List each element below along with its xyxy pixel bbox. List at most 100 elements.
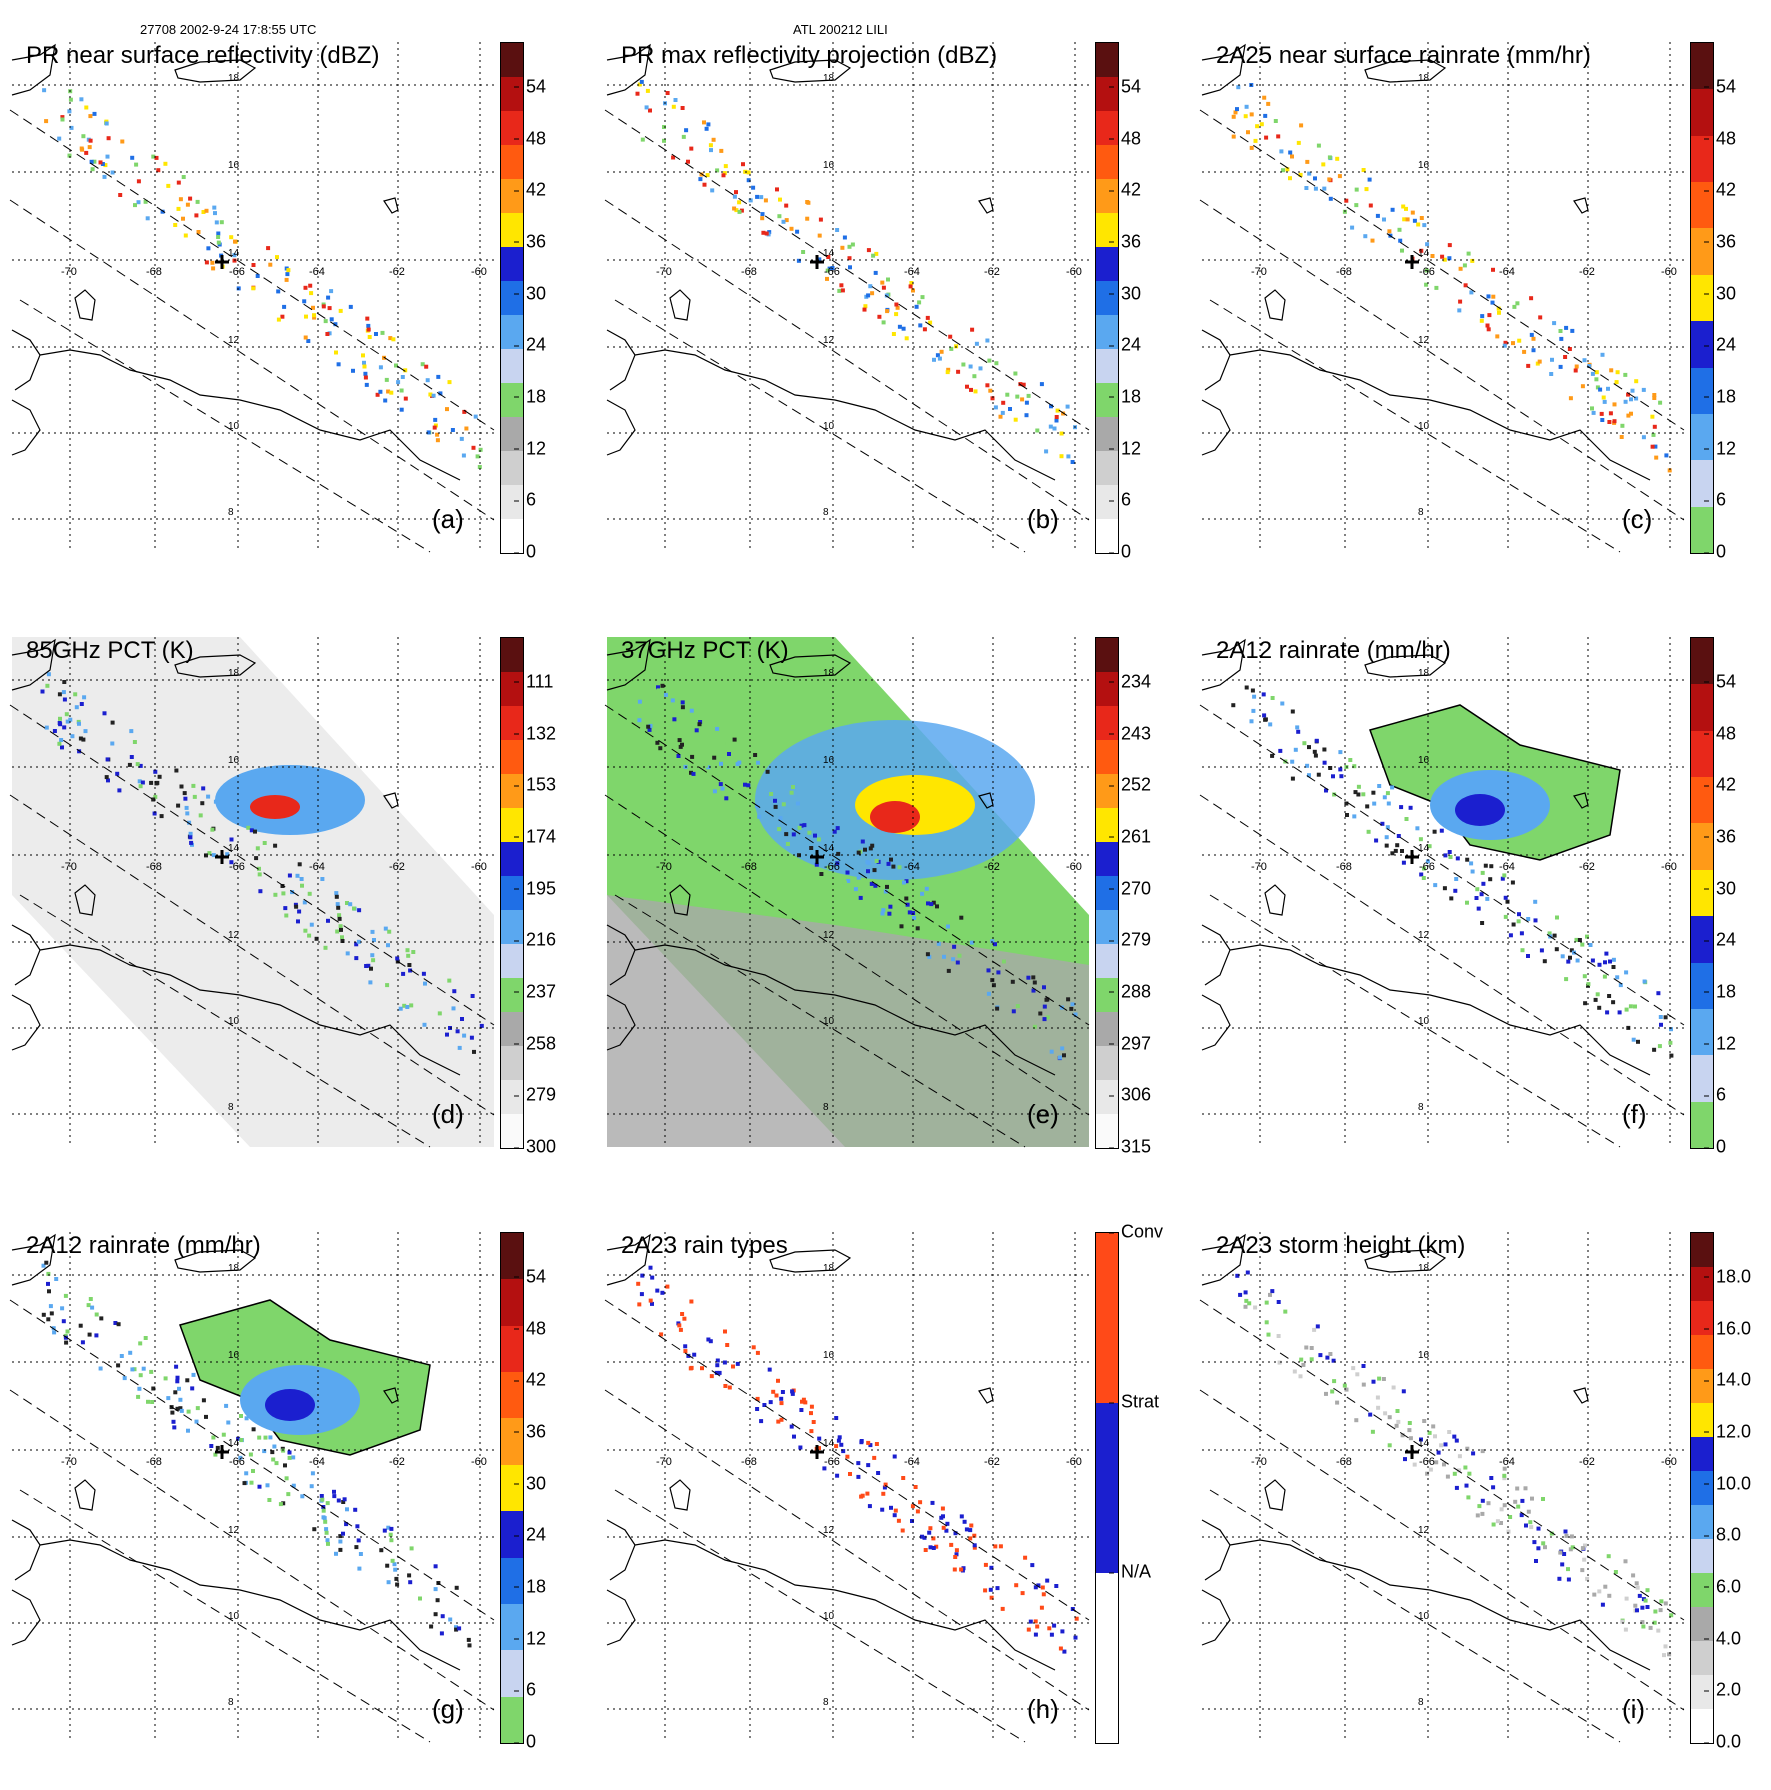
- rain-pixel: [845, 1454, 850, 1459]
- rain-pixel: [1549, 372, 1554, 376]
- rain-pixel: [1290, 759, 1295, 764]
- coastline: [1573, 792, 1589, 809]
- rain-pixel: [1342, 1383, 1347, 1388]
- rain-pixel: [779, 1417, 784, 1422]
- rain-pixel: [140, 780, 145, 785]
- colorbar-tick-label: 0: [1716, 541, 1727, 562]
- rain-pixel: [371, 958, 376, 963]
- rain-pixel: [409, 1546, 414, 1551]
- rain-pixel: [857, 887, 862, 892]
- colorbar-tick-label: 6: [526, 489, 537, 510]
- colorbar-tick: 6.0: [1703, 1576, 1741, 1597]
- rain-pixel: [255, 274, 260, 278]
- coastline: [606, 638, 651, 691]
- rain-pixel: [765, 769, 770, 774]
- panel-b: 18 16 14 12 10 8 -70 -68 -66 -64 -62 -60 PR max refl…: [595, 0, 1185, 600]
- rain-pixel: [961, 1566, 966, 1571]
- rain-pixel: [881, 320, 886, 325]
- rain-pixel: [287, 1450, 292, 1455]
- lat-label: 18: [823, 1263, 835, 1274]
- rain-pixel: [216, 231, 221, 236]
- colorbar-tick: 54: [1703, 76, 1736, 97]
- colorbar-segment: [501, 1511, 523, 1558]
- colorbar-segment: [1096, 1012, 1118, 1046]
- rain-pixel: [741, 162, 745, 167]
- colorbar-tick: 30: [1703, 878, 1736, 899]
- rain-pixel: [303, 285, 308, 290]
- rain-pixel: [421, 971, 426, 976]
- rain-pixel: [1047, 1626, 1052, 1631]
- rain-pixel: [1569, 1534, 1574, 1539]
- colorbar-tick-label: 270: [1121, 878, 1152, 899]
- rain-pixel: [1479, 892, 1484, 897]
- rain-pixel: [941, 1525, 946, 1530]
- rain-pixel: [179, 1408, 184, 1413]
- rain-pixel: [1562, 1552, 1567, 1556]
- rain-pixel: [1607, 420, 1612, 424]
- coastline: [606, 1589, 636, 1646]
- rain-pixel: [361, 353, 365, 358]
- rain-pixel: [931, 900, 936, 905]
- coastline: [11, 1233, 56, 1286]
- rain-pixel: [702, 182, 707, 187]
- colorbar-tick-label: 2.0: [1716, 1679, 1742, 1700]
- rain-pixel: [1529, 1525, 1534, 1530]
- rain-pixel: [464, 426, 469, 431]
- rain-pixel: [403, 396, 408, 401]
- rain-pixel: [955, 960, 960, 965]
- rain-pixel: [1263, 717, 1268, 722]
- rain-pixel: [1396, 834, 1401, 838]
- rain-pixel: [923, 1548, 928, 1552]
- rain-pixel: [1408, 1436, 1413, 1441]
- rain-pixel: [1612, 419, 1617, 424]
- pct-field: [12, 637, 494, 1147]
- rain-pixel: [722, 171, 727, 176]
- rain-pixel: [805, 216, 810, 221]
- rain-pixel: [1296, 729, 1301, 734]
- rain-pixel: [1442, 257, 1447, 262]
- rain-pixel: [248, 1452, 253, 1457]
- rain-pixel: [1614, 380, 1619, 385]
- colorbar-segment: [1096, 706, 1118, 740]
- coastline: [669, 1479, 691, 1511]
- lat-label: 12: [228, 930, 240, 941]
- rain-pixel: [743, 782, 747, 787]
- rain-pixel: [1412, 218, 1417, 223]
- rain-pixel: [680, 106, 685, 110]
- rain-pixel: [242, 1481, 247, 1486]
- rain-pixel: [389, 1526, 394, 1531]
- rain-pixel: [185, 202, 190, 207]
- rain-pixel: [1352, 814, 1357, 819]
- rain-pixel: [663, 692, 668, 697]
- rain-pixel: [648, 108, 652, 113]
- rain-pixel: [1611, 1000, 1616, 1005]
- rain-pixel: [221, 1432, 226, 1437]
- panel-label: (c): [1622, 504, 1653, 534]
- rain-pixel: [1597, 962, 1602, 967]
- rain-pixel: [172, 1425, 177, 1430]
- rain-pixel: [660, 683, 665, 688]
- colorbar-segment: [501, 1279, 523, 1326]
- rain-pixel: [204, 260, 209, 265]
- lon-label: -64: [309, 861, 325, 873]
- colorbar-segment: [1096, 213, 1118, 247]
- rain-pixel: [1013, 371, 1018, 376]
- rain-pixel: [92, 159, 97, 164]
- rain-pixel: [1648, 1625, 1653, 1630]
- rain-pixel: [378, 365, 383, 370]
- rain-pixel: [174, 1364, 179, 1369]
- rain-pixel: [998, 1544, 1003, 1549]
- rain-pixel: [270, 1450, 275, 1455]
- rain-pixel: [1374, 838, 1379, 843]
- rain-pixel: [809, 846, 814, 850]
- rain-pixel: [989, 1565, 994, 1570]
- lon-label: -60: [1661, 1456, 1677, 1468]
- rain-pixel: [1537, 359, 1542, 364]
- rain-heavy-core: [1455, 794, 1505, 826]
- colorbar-tick: 36: [1703, 826, 1736, 847]
- colorbar-tick-label: 216: [526, 929, 557, 950]
- rain-pixel: [1543, 1545, 1547, 1550]
- rain-pixel: [1550, 357, 1554, 362]
- rain-pixel: [80, 1340, 85, 1345]
- rain-pixel: [308, 283, 313, 288]
